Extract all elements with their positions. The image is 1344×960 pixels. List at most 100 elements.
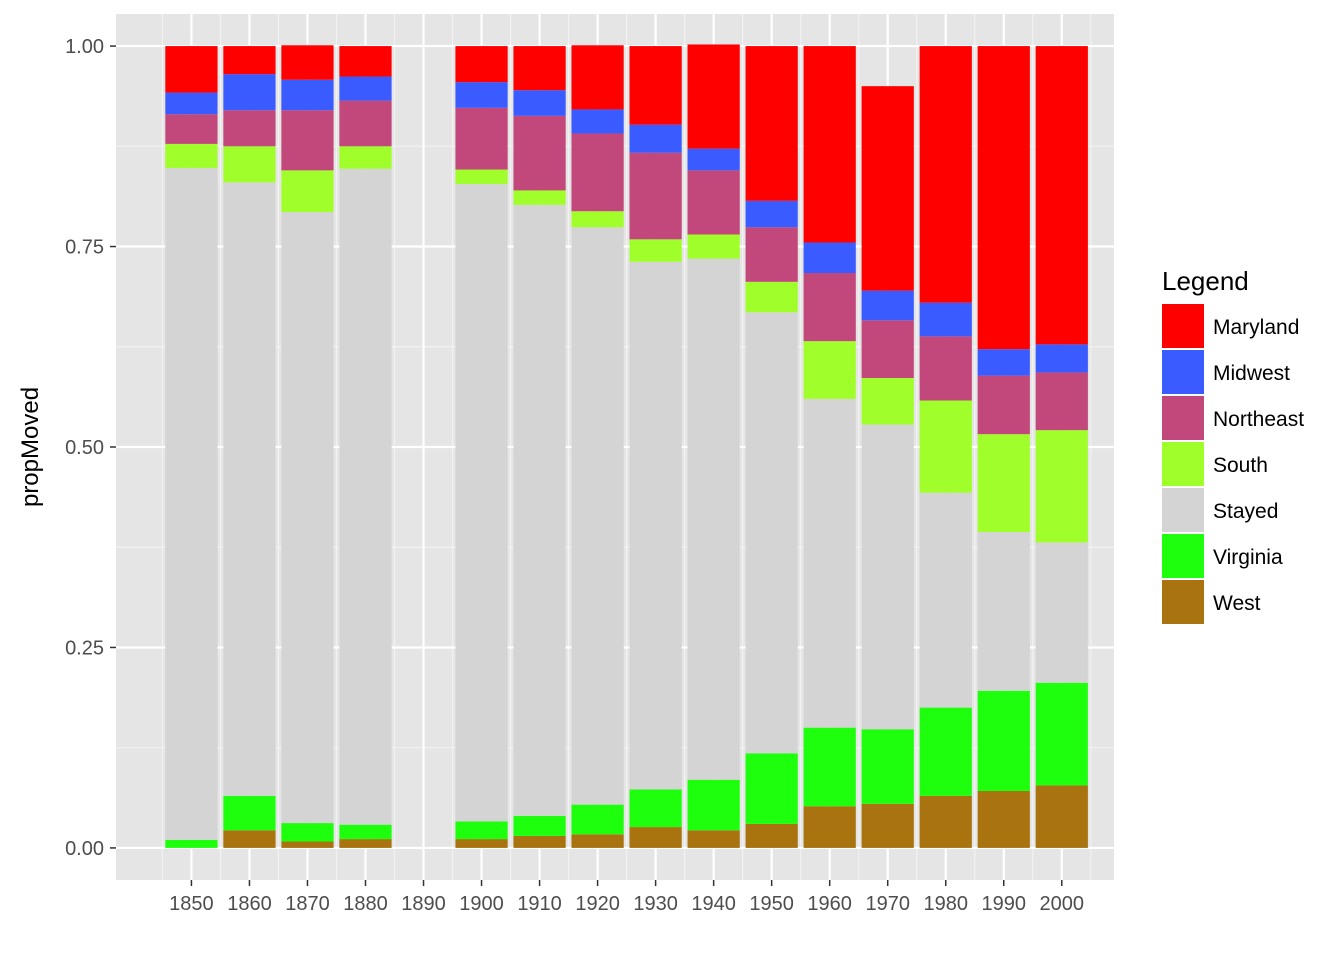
bar-segment-stayed-1990 [977,531,1030,691]
bar-segment-northeast-1970 [861,320,914,379]
bar-segment-stayed-1920 [571,227,624,805]
bar-segment-stayed-1910 [513,204,566,816]
bar-segment-virginia-1850 [165,839,218,848]
legend-label-south: South [1213,454,1268,477]
bar-segment-northeast-2000 [1035,372,1088,431]
legend-label-stayed: Stayed [1213,500,1278,523]
bar-segment-northeast-1990 [977,375,1030,435]
bar-segment-maryland-1920 [571,45,624,110]
x-tick-label: 1950 [749,893,794,915]
bar-segment-midwest-1970 [861,290,914,321]
bar-segment-west-1970 [861,803,914,848]
bar-segment-virginia-1960 [803,727,856,807]
legend-title: Legend [1162,266,1249,296]
bar-segment-west-1860 [223,830,276,848]
bar-segment-midwest-1850 [165,92,218,115]
bar-segment-south-1920 [571,211,624,228]
bar-segment-virginia-1940 [687,779,740,831]
bar-segment-maryland-1900 [455,46,508,83]
bar-segment-midwest-1870 [281,79,334,111]
legend-key-maryland [1162,304,1204,348]
bar-segment-midwest-1900 [455,82,508,108]
y-tick-label: 0.25 [65,637,104,659]
y-axis: 0.00 0.25 0.50 0.75 1.00 [65,36,116,860]
legend-key-northeast [1162,396,1204,440]
bar-segment-northeast-1860 [223,110,276,147]
bar-segment-northeast-1920 [571,133,624,212]
legend-label-west: West [1213,592,1261,615]
bar-segment-northeast-1850 [165,114,218,144]
y-tick-label: 0.00 [65,838,104,860]
bar-segment-midwest-1940 [687,148,740,171]
bar-segment-south-2000 [1035,430,1088,543]
bar-segment-virginia-1930 [629,789,682,828]
legend-label-virginia: Virginia [1213,546,1283,569]
x-tick-label: 1900 [459,893,504,915]
bar-segment-stayed-1970 [861,424,914,730]
x-axis: 1850 1860 1870 1880 1890 1900 1910 1920 1930 1940… [169,880,1084,915]
legend: Legend Maryland Midwest Northeast South Stay… [1162,266,1304,624]
legend-label-midwest: Midwest [1213,362,1290,385]
bar-segment-maryland-1960 [803,46,856,243]
bar-segment-northeast-1910 [513,115,566,191]
bar-segment-west-1870 [281,841,334,848]
bar-segment-midwest-1860 [223,74,276,111]
x-tick-label: 1990 [982,893,1027,915]
bar-segment-west-1910 [513,835,566,848]
bar-segment-west-1940 [687,830,740,848]
bar-segment-south-1950 [745,281,798,313]
bar-segment-maryland-1880 [339,46,392,77]
bar-segment-stayed-1930 [629,261,682,790]
bar-segment-maryland-1860 [223,46,276,75]
bar-segment-northeast-1900 [455,107,508,170]
bar-segment-maryland-1930 [629,46,682,125]
x-tick-label: 1880 [343,893,388,915]
bar-segment-south-1970 [861,378,914,425]
legend-key-midwest [1162,350,1204,394]
bar-segment-west-1900 [455,839,508,848]
x-tick-label: 1960 [807,893,852,915]
bar-segment-virginia-1920 [571,804,624,835]
bar-segment-virginia-1990 [977,690,1030,791]
bar-segment-midwest-1930 [629,124,682,153]
bar-segment-virginia-1870 [281,823,334,842]
x-tick-label: 1910 [517,893,562,915]
bar-segment-maryland-2000 [1035,46,1088,345]
bar-segment-maryland-1990 [977,46,1030,350]
bar-segment-stayed-2000 [1035,542,1088,683]
y-tick-label: 1.00 [65,36,104,58]
bar-segment-west-1920 [571,834,624,848]
bar-segment-virginia-2000 [1035,682,1088,786]
x-tick-label: 1940 [691,893,736,915]
legend-items: Maryland Midwest Northeast South Stayed Virgi… [1162,304,1304,624]
bar-segment-virginia-1880 [339,824,392,840]
bar-segment-midwest-1990 [977,349,1030,376]
bar-segment-maryland-1950 [745,46,798,201]
x-tick-label: 1920 [575,893,620,915]
bar-segment-northeast-1980 [919,336,972,401]
bar-segment-midwest-1960 [803,242,856,273]
x-tick-label: 2000 [1040,893,1085,915]
bar-segment-northeast-1880 [339,100,392,147]
bar-segment-south-1860 [223,146,276,183]
bar-segment-northeast-1930 [629,152,682,240]
bar-segment-stayed-1940 [687,258,740,780]
x-tick-label: 1980 [923,893,968,915]
bar-segment-west-2000 [1035,785,1088,848]
bar-segment-south-1990 [977,434,1030,532]
legend-key-south [1162,442,1204,486]
bar-segment-midwest-1950 [745,200,798,228]
legend-key-virginia [1162,534,1204,578]
bar-segment-virginia-1970 [861,729,914,804]
bar-segment-stayed-1860 [223,182,276,796]
y-axis-title: propMoved [17,387,44,507]
legend-key-west [1162,580,1204,624]
bar-segment-virginia-1950 [745,753,798,824]
bar-segment-south-1980 [919,400,972,493]
x-tick-label: 1930 [633,893,678,915]
bar-segment-virginia-1860 [223,795,276,831]
bar-segment-south-1900 [455,169,508,184]
bar-segment-west-1930 [629,827,682,848]
